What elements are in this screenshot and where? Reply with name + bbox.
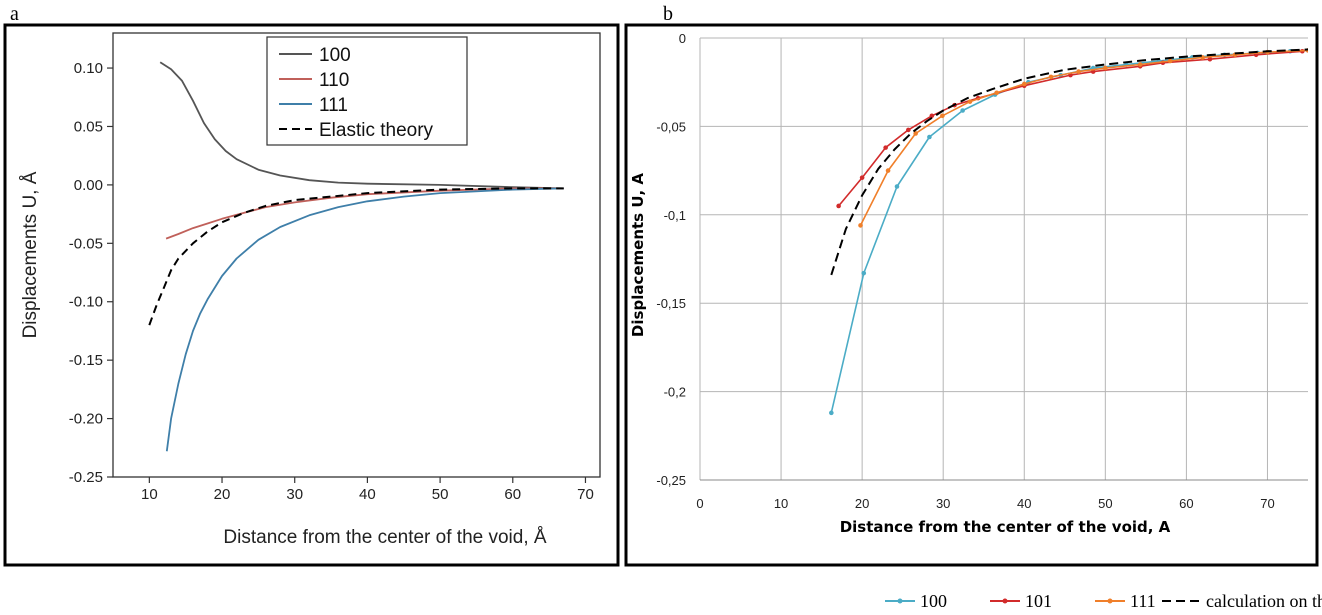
plot-area-a: [112, 32, 601, 478]
series-b-100: [829, 48, 1308, 416]
series-point-b: [1048, 74, 1054, 80]
x-tick-label-a: 10: [141, 486, 158, 503]
legend-label-a: 100: [319, 45, 351, 66]
series-point-b: [906, 127, 911, 133]
series-point-b: [1103, 65, 1108, 71]
y-tick-label-a: -0.10: [69, 294, 103, 311]
x-tick-label-b: 50: [1098, 496, 1112, 511]
series-point-b: [1021, 81, 1027, 87]
series-point-b: [940, 113, 945, 119]
series-point-b: [1076, 69, 1081, 74]
y-tick-label-a: -0.05: [69, 235, 103, 252]
series-point-b: [861, 270, 867, 276]
legend-label-a: 111: [319, 95, 348, 116]
y-tick-label-b: -0,2: [664, 385, 686, 400]
series-line-b: [830, 48, 1308, 276]
legend-marker-b: [1002, 598, 1008, 604]
x-tick-label-b: 60: [1179, 496, 1193, 511]
series-point-b: [960, 108, 965, 113]
series-point-b: [1137, 62, 1143, 67]
x-tick-label-a: 70: [577, 486, 594, 503]
series-point-b: [883, 145, 888, 150]
y-tick-label-a: 0.05: [74, 118, 103, 135]
legend-label-b: calculation on the theory of elasticity: [1206, 591, 1322, 611]
series-line-b: [859, 49, 1308, 226]
x-axis-label-a: Distance from the center of the void, Å: [223, 527, 546, 548]
series-point-b: [913, 131, 918, 136]
legend-label-b: 111: [1130, 591, 1156, 611]
series-line-a-111: [165, 187, 564, 452]
x-tick-label-a: 40: [359, 486, 376, 503]
series-b-111: [858, 48, 1308, 228]
x-tick-label-b: 70: [1260, 496, 1274, 511]
x-tick-label-b: 0: [696, 496, 703, 511]
series-point-b: [1167, 58, 1173, 64]
y-tick-label-b: 0: [679, 31, 686, 46]
series-point-b: [859, 175, 865, 180]
y-axis-label-a: Displacements U, Å: [20, 171, 41, 338]
series-point-b: [858, 223, 863, 228]
x-tick-label-a: 60: [504, 486, 521, 503]
series-point-b: [967, 99, 973, 104]
series-point-b: [927, 134, 932, 140]
legend-label-a: Elastic theory: [319, 120, 434, 141]
series-point-b: [836, 203, 841, 209]
series-point-b: [1207, 56, 1213, 62]
y-tick-label-a: 0.10: [74, 60, 103, 77]
y-tick-label-a: 0.00: [74, 177, 103, 194]
x-tick-label-b: 20: [855, 496, 869, 511]
x-axis-label-b: Distance from the center of the void, A: [840, 518, 1171, 536]
panel-label-b: b: [663, 3, 673, 25]
y-axis-label-b: Displacements U, A: [629, 173, 647, 337]
x-tick-label-a: 20: [214, 486, 231, 503]
chart-b: 0 10 20 30 40 50 60 70 0 -0,05 -0,1 -0,15 -0,2 -0,25 D…: [629, 31, 1322, 611]
x-tick-label-a: 30: [286, 486, 303, 503]
legend-marker-b: [1107, 598, 1113, 604]
series-line-a-100: [159, 61, 564, 190]
y-tick-label-b: -0,15: [656, 296, 686, 311]
y-tick-label-a: -0.20: [69, 411, 103, 428]
x-tick-label-b: 30: [936, 496, 950, 511]
series-point-b: [894, 184, 900, 189]
series-point-b: [885, 168, 891, 173]
series-line-a-elastic-theory: [148, 187, 564, 326]
panel-b-frame: [624, 23, 1319, 567]
y-tick-label-a: -0.15: [69, 352, 103, 369]
series-line-b: [830, 49, 1308, 413]
series-point-b: [929, 113, 935, 119]
x-tick-label-b: 10: [774, 496, 788, 511]
series-b-calculation-on-the-theory-of-elasticity: [830, 48, 1308, 276]
series-point-b: [994, 90, 1000, 96]
y-tick-label-b: -0,05: [656, 119, 686, 134]
y-tick-label-b: -0,25: [656, 473, 686, 488]
x-tick-label-b: 40: [1017, 496, 1031, 511]
series-line-a-110: [165, 187, 564, 240]
legend-label-b: 101: [1025, 591, 1052, 611]
panel-label-a: a: [10, 3, 19, 25]
series-point-b: [829, 410, 834, 416]
y-tick-label-a: -0.25: [69, 469, 103, 486]
legend-marker-b: [897, 598, 903, 604]
x-tick-label-a: 50: [432, 486, 449, 503]
legend-label-b: 100: [920, 591, 947, 611]
panel-a-frame: [3, 23, 620, 567]
y-tick-label-b: -0,1: [664, 208, 686, 223]
legend-label-a: 110: [319, 70, 349, 91]
chart-a: 10 20 30 40 50 60 70 -0.25 -0.20 -0.15 -0.10 -0.05 0…: [20, 32, 601, 548]
